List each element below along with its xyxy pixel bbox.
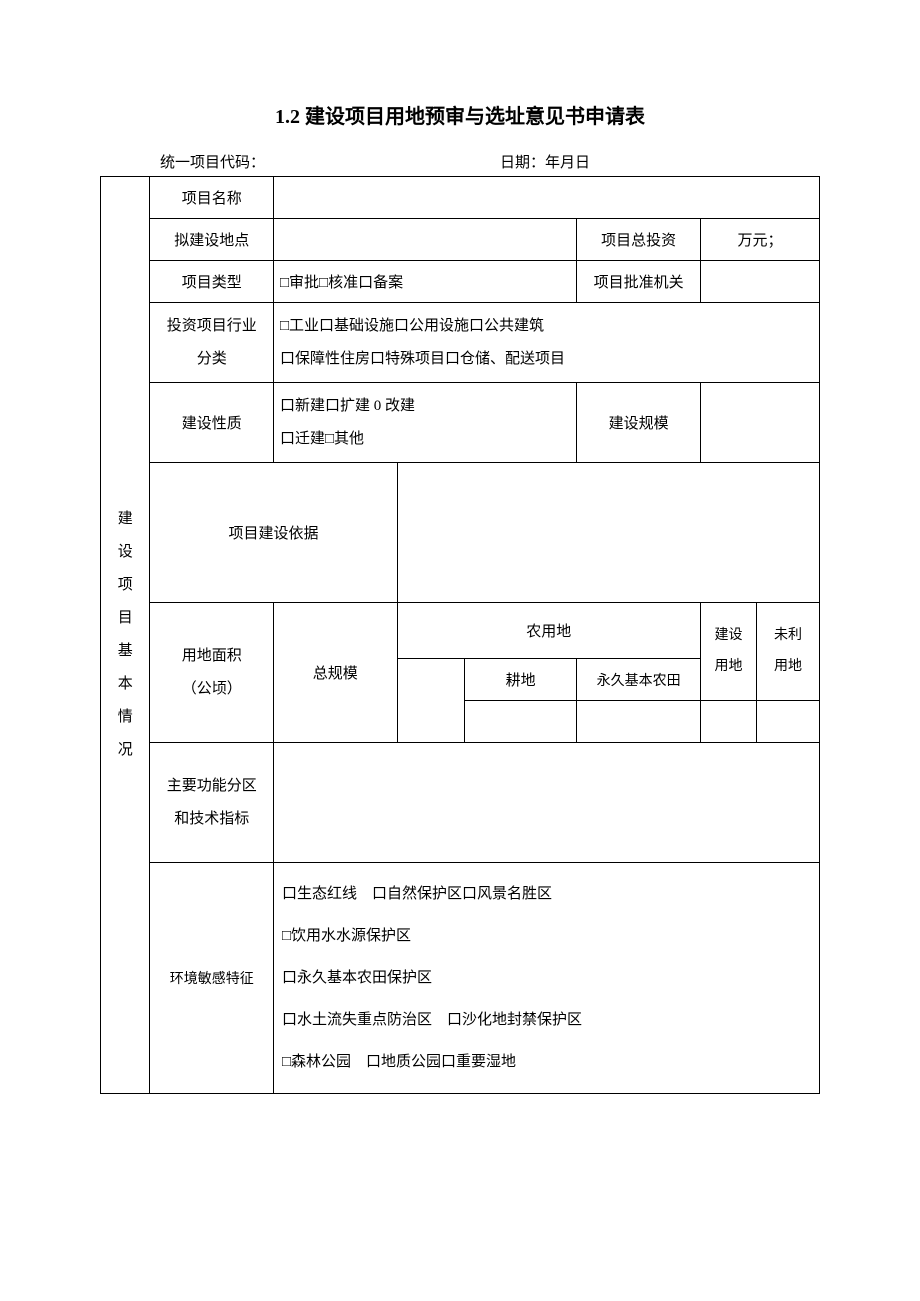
section-label: 建设项目基本情况 (101, 177, 150, 1094)
project-type-options[interactable]: □审批□核准口备案 (274, 261, 577, 303)
env-sensitive-options[interactable]: 口生态红线 口自然保护区口风景名胜区□饮用水水源保护区口永久基本农田保护区口水土… (274, 863, 820, 1094)
func-indicators-label: 主要功能分区和技术指标 (150, 743, 274, 863)
total-investment-value[interactable]: 万元； (700, 219, 819, 261)
table-row: 主要功能分区和技术指标 (101, 743, 820, 863)
table-row: 建设性质 口新建口扩建 0 改建口迁建□其他 建设规模 (101, 383, 820, 463)
application-form-table: 建设项目基本情况 项目名称 拟建设地点 项目总投资 万元； 项目类型 □审批□核… (100, 176, 820, 1094)
table-row: 项目建设依据 (101, 463, 820, 603)
total-scale-label: 总规模 (274, 603, 398, 743)
project-code-label: 统一项目代码： (160, 151, 500, 172)
form-header: 统一项目代码： 日期：年月日 (100, 151, 820, 172)
construction-land-label: 建设用地 (700, 603, 756, 701)
agri-land-label: 农用地 (397, 603, 700, 659)
unused-land-value[interactable] (757, 701, 820, 743)
project-basis-label: 项目建设依据 (150, 463, 397, 603)
table-row: 建设项目基本情况 项目名称 (101, 177, 820, 219)
agri-blank[interactable] (397, 659, 464, 743)
arable-land-label: 耕地 (464, 659, 576, 701)
approval-authority-label: 项目批准机关 (577, 261, 701, 303)
table-row: 拟建设地点 项目总投资 万元； (101, 219, 820, 261)
table-row: 用地面积（公顷） 总规模 农用地 建设用地 未利用地 (101, 603, 820, 659)
project-basis-value[interactable] (397, 463, 819, 603)
location-label: 拟建设地点 (150, 219, 274, 261)
table-row: 项目类型 □审批□核准口备案 项目批准机关 (101, 261, 820, 303)
table-row: 环境敏感特征 口生态红线 口自然保护区口风景名胜区□饮用水水源保护区口永久基本农… (101, 863, 820, 1094)
approval-authority-value[interactable] (700, 261, 819, 303)
construction-land-value[interactable] (700, 701, 756, 743)
industry-class-options[interactable]: □工业口基础设施口公用设施口公共建筑口保障性住房口特殊项目口仓储、配送项目 (274, 303, 820, 383)
construction-scale-label: 建设规模 (577, 383, 701, 463)
arable-land-value[interactable] (464, 701, 576, 743)
perm-farmland-value[interactable] (577, 701, 701, 743)
total-investment-label: 项目总投资 (577, 219, 701, 261)
func-indicators-value[interactable] (274, 743, 820, 863)
perm-farmland-label: 永久基本农田 (577, 659, 701, 701)
construction-nature-options[interactable]: 口新建口扩建 0 改建口迁建□其他 (274, 383, 577, 463)
land-area-label: 用地面积（公顷） (150, 603, 274, 743)
project-type-label: 项目类型 (150, 261, 274, 303)
location-value[interactable] (274, 219, 577, 261)
project-name-label: 项目名称 (150, 177, 274, 219)
construction-scale-value[interactable] (700, 383, 819, 463)
unused-land-label: 未利用地 (757, 603, 820, 701)
project-name-value[interactable] (274, 177, 820, 219)
table-row: 投资项目行业分类 □工业口基础设施口公用设施口公共建筑口保障性住房口特殊项目口仓… (101, 303, 820, 383)
form-title: 1.2 建设项目用地预审与选址意见书申请表 (100, 100, 820, 129)
industry-class-label: 投资项目行业分类 (150, 303, 274, 383)
date-label: 日期：年月日 (500, 151, 590, 172)
construction-nature-label: 建设性质 (150, 383, 274, 463)
env-sensitive-label: 环境敏感特征 (150, 863, 274, 1094)
